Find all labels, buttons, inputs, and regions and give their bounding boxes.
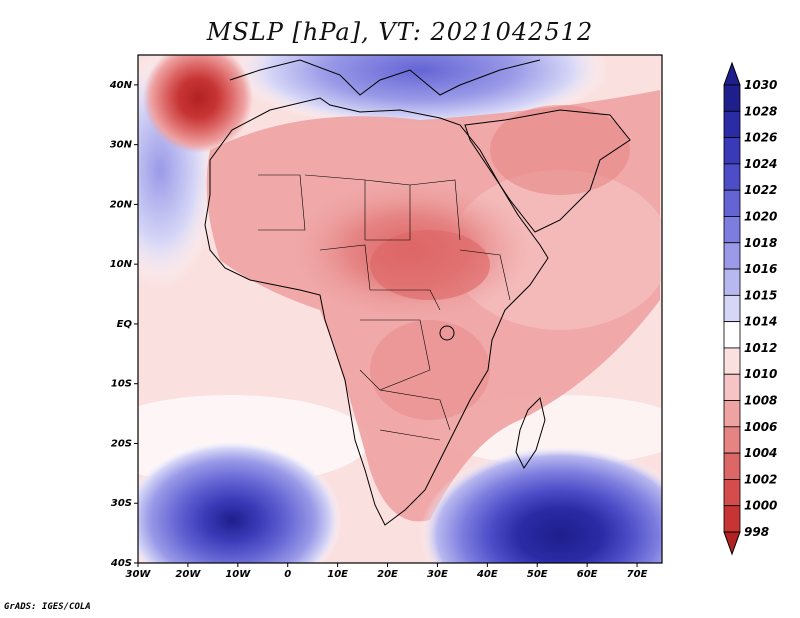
colorbar-label: 1012 [744,341,777,355]
y-tick-label: 30N [110,140,133,151]
map-title: MSLP [hPa], VT: 2021042512 [206,18,594,46]
colorbar-label: 1002 [744,472,777,486]
colorbar-label: 998 [744,525,769,539]
pressure-field [138,55,662,563]
colorbar-label: 1030 [744,78,777,92]
x-tick-label: 20W [175,569,201,580]
africa-coastline [204,97,549,526]
colorbar-label: 1026 [744,131,777,145]
colorbar: 1030 1028 1026 1024 1022 1020 1018 1016 1015 1014… [723,61,777,556]
colorbar-label: 1028 [744,104,777,118]
colorbar-label: 1022 [744,183,777,197]
colorbar-segment [723,426,741,454]
software-credit: GrADS: IGES/COLA [4,602,91,612]
colorbar-segment [723,321,741,349]
colorbar-label: 1016 [744,262,777,276]
x-tick-label: 20E [377,569,398,580]
x-tick-label: 10W [225,569,251,580]
madagascar-coastline [515,397,546,469]
y-tick-label: 10S [111,379,132,390]
y-tick-label: 40N [109,80,133,91]
colorbar-label: 1004 [744,446,777,460]
x-tick-label: 60E [577,569,598,580]
colorbar-segment [723,242,741,270]
colorbar-label: 1020 [744,209,777,223]
colorbar-segment [723,110,741,138]
colorbar-label: 1008 [744,394,777,408]
colorbar-segment [723,294,741,323]
colorbar-segment [723,479,741,507]
x-tick-label: 10E [327,569,348,580]
colorbar-segment [723,163,741,191]
colorbar-segment [723,505,741,533]
x-tick-label: 0 [284,569,291,580]
y-tick-label: 40S [110,558,132,569]
y-tick-label: 30S [111,498,132,509]
y-tick-label: 20N [110,199,133,210]
x-tick-label: 40E [476,569,498,580]
colorbar-label: 1015 [744,288,777,302]
colorbar-segment [723,373,741,401]
colorbar-segment [723,189,741,217]
europe-coastline [229,59,541,96]
colorbar-segment [723,216,741,244]
y-tick-label: EQ [117,319,133,330]
x-axis: 30W 20W 10W 0 10E 20E 30E 40E 50E 60E 70E [126,563,648,580]
colorbar-label: 1024 [744,157,777,171]
plot-frame [137,54,663,564]
x-tick-label: 30E [427,569,448,580]
colorbar-label: 1018 [744,236,777,250]
colorbar-min-arrow [723,531,741,556]
colorbar-label: 1006 [744,420,777,434]
colorbar-label: 1000 [744,499,777,513]
y-tick-label: 20S [111,438,132,449]
country-borders [258,174,511,441]
y-tick-label: 10N [110,259,133,270]
colorbar-label: 1014 [744,315,777,329]
colorbar-segment [723,268,741,296]
y-axis: 40N 30N 20N 10N EQ 10S 20S 30S 40S [109,80,138,569]
x-tick-label: 30W [126,569,152,580]
colorbar-segment [723,84,741,112]
x-tick-label: 50E [527,569,548,580]
colorbar-segment [723,347,741,375]
arabia-coastline [464,109,631,233]
colorbar-max-arrow [723,61,741,86]
colorbar-label: 1010 [744,367,777,381]
colorbar-segment [723,400,741,428]
colorbar-segment [723,452,741,480]
x-tick-label: 70E [627,569,648,580]
colorbar-segment [723,137,741,165]
